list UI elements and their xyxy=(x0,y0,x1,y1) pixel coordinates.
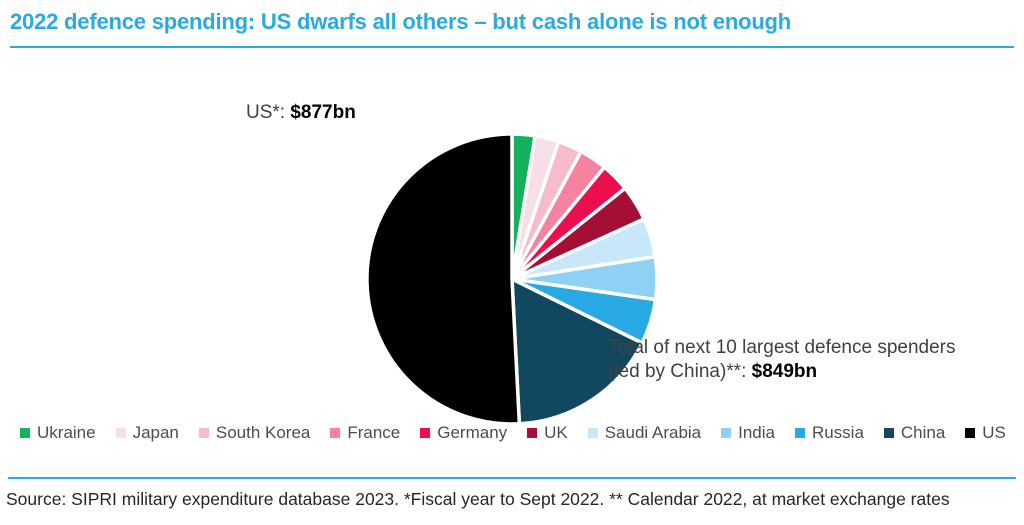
legend-label-saudi-arabia: Saudi Arabia xyxy=(604,423,702,442)
legend-label-south-korea: South Korea xyxy=(215,423,311,442)
legend-item-saudi-arabia: Saudi Arabia xyxy=(587,423,702,443)
legend-item-ukraine: Ukraine xyxy=(20,423,96,443)
next10-callout-value: $849bn xyxy=(751,361,818,382)
legend-item-france: France xyxy=(330,423,400,443)
legend-label-ukraine: Ukraine xyxy=(37,423,96,442)
legend-label-india: India xyxy=(738,423,775,442)
legend-label-france: France xyxy=(347,423,401,442)
next10-callout-line1: Total of next 10 largest defence spender… xyxy=(608,337,956,358)
legend-swatch-south-korea xyxy=(198,428,209,438)
legend-swatch-india xyxy=(721,428,732,438)
legend-item-russia: Russia xyxy=(794,423,864,443)
pie-slice-us xyxy=(365,132,522,426)
legend-label-japan: Japan xyxy=(132,423,179,442)
legend-item-germany: Germany xyxy=(420,423,507,443)
source-note: Source: SIPRI military expenditure datab… xyxy=(6,489,950,509)
legend-label-us: US xyxy=(982,423,1006,442)
legend-swatch-us xyxy=(965,428,976,438)
us-callout-value: $877bn xyxy=(290,102,356,123)
legend-label-germany: Germany xyxy=(437,423,508,442)
legend-swatch-china xyxy=(883,428,894,438)
legend-swatch-saudi-arabia xyxy=(587,428,598,438)
us-callout-prefix: US*: xyxy=(246,102,291,123)
pie-chart xyxy=(365,132,659,426)
us-callout: US*: $877bn xyxy=(246,101,356,125)
chart-legend: Ukraine Japan South Korea France Germany UK Sa… xyxy=(20,422,1006,444)
legend-swatch-germany xyxy=(420,428,431,438)
legend-swatch-ukraine xyxy=(20,428,30,438)
legend-label-uk: UK xyxy=(544,423,568,442)
footer-divider xyxy=(8,477,1016,479)
legend-label-china: China xyxy=(900,423,946,442)
legend-item-south-korea: South Korea xyxy=(198,423,311,443)
legend-swatch-france xyxy=(330,428,341,438)
legend-item-india: India xyxy=(721,423,775,443)
pie-slice-china xyxy=(510,277,644,426)
legend-item-uk: UK xyxy=(527,423,568,443)
legend-swatch-russia xyxy=(794,428,805,438)
legend-swatch-japan xyxy=(115,428,126,438)
chart-area: US*: $877bn Total of next 10 largest def… xyxy=(0,56,1024,426)
legend-swatch-uk xyxy=(527,428,538,438)
next10-callout-prefix: (led by China)**: xyxy=(608,361,752,382)
legend-item-japan: Japan xyxy=(115,423,179,443)
legend-label-russia: Russia xyxy=(811,423,864,442)
title-divider xyxy=(10,46,1014,48)
legend-item-china: China xyxy=(883,423,946,443)
legend-item-us: US xyxy=(965,423,1006,443)
page-title: 2022 defence spending: US dwarfs all oth… xyxy=(10,9,792,34)
next10-callout: Total of next 10 largest defence spender… xyxy=(608,336,1018,384)
